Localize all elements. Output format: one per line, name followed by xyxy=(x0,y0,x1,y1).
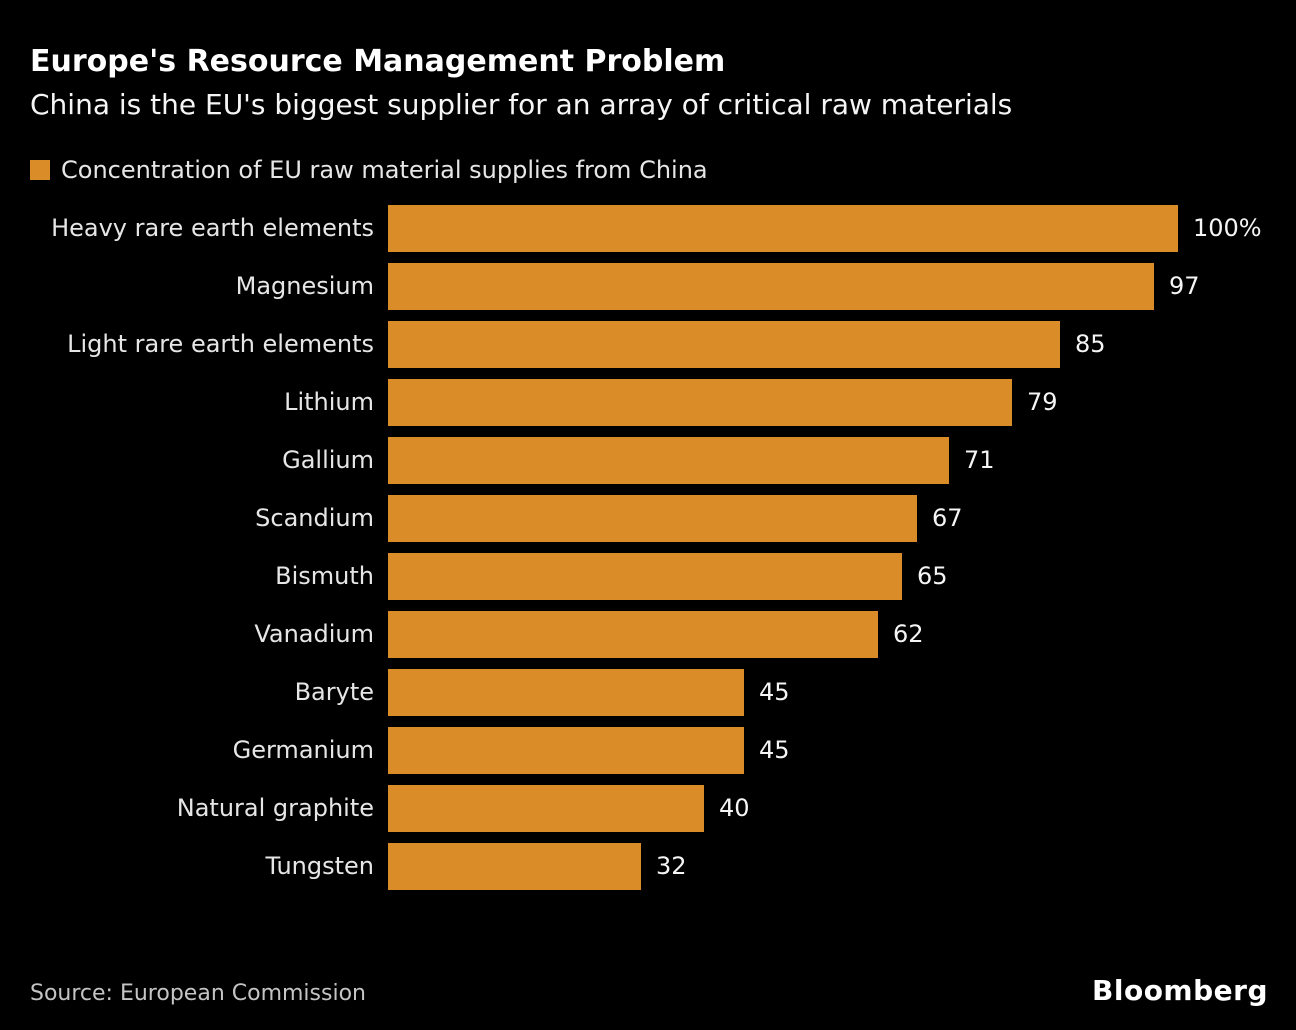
bar xyxy=(388,321,1060,368)
bar xyxy=(388,437,949,484)
legend-label: Concentration of EU raw material supplie… xyxy=(61,156,708,184)
bar xyxy=(388,553,902,600)
chart-footer: Source: European Commission Bloomberg xyxy=(30,974,1268,1007)
category-label: Tungsten xyxy=(265,852,374,880)
bar xyxy=(388,727,744,774)
value-label: 32 xyxy=(656,852,687,880)
bar-row: Heavy rare earth elements 100% xyxy=(30,205,1296,263)
value-label: 85 xyxy=(1075,330,1106,358)
category-label: Light rare earth elements xyxy=(67,330,374,358)
category-label: Scandium xyxy=(255,504,374,532)
category-label: Lithium xyxy=(284,388,374,416)
bar xyxy=(388,611,878,658)
source-text: Source: European Commission xyxy=(30,981,366,1006)
bar-row: Natural graphite 40 xyxy=(30,785,1296,843)
category-label: Gallium xyxy=(282,446,374,474)
legend-swatch-icon xyxy=(30,160,50,180)
value-label: 45 xyxy=(759,736,790,764)
category-label: Baryte xyxy=(294,678,374,706)
bar-row: Scandium 67 xyxy=(30,495,1296,553)
bar xyxy=(388,785,704,832)
value-label: 97 xyxy=(1169,272,1200,300)
bar xyxy=(388,495,917,542)
category-label: Heavy rare earth elements xyxy=(51,214,374,242)
bar xyxy=(388,379,1012,426)
bar xyxy=(388,669,744,716)
bar-row: Gallium 71 xyxy=(30,437,1296,495)
bar xyxy=(388,263,1154,310)
bar-row: Bismuth 65 xyxy=(30,553,1296,611)
value-label: 45 xyxy=(759,678,790,706)
value-label: 67 xyxy=(932,504,963,532)
legend: Concentration of EU raw material supplie… xyxy=(30,158,1266,182)
bar-row: Baryte 45 xyxy=(30,669,1296,727)
category-label: Bismuth xyxy=(275,562,374,590)
chart-header: Europe's Resource Management Problem Chi… xyxy=(0,0,1296,122)
bar-row: Light rare earth elements 85 xyxy=(30,321,1296,379)
value-label: 62 xyxy=(893,620,924,648)
category-label: Germanium xyxy=(232,736,374,764)
bar-chart: Heavy rare earth elements 100% Magnesium 97… xyxy=(0,205,1296,901)
value-label: 65 xyxy=(917,562,948,590)
bar-row: Vanadium 62 xyxy=(30,611,1296,669)
bar xyxy=(388,205,1178,252)
bar-row: Germanium 45 xyxy=(30,727,1296,785)
bar-row: Magnesium 97 xyxy=(30,263,1296,321)
value-label: 100% xyxy=(1193,214,1262,242)
value-label: 79 xyxy=(1027,388,1058,416)
page-subtitle: China is the EU's biggest supplier for a… xyxy=(30,88,1013,121)
value-label: 71 xyxy=(964,446,995,474)
bar xyxy=(388,843,641,890)
bloomberg-logo: Bloomberg xyxy=(1092,974,1268,1007)
category-label: Vanadium xyxy=(254,620,374,648)
bar-row: Tungsten 32 xyxy=(30,843,1296,901)
bar-row: Lithium 79 xyxy=(30,379,1296,437)
category-label: Magnesium xyxy=(235,272,374,300)
page-title: Europe's Resource Management Problem xyxy=(30,44,726,79)
category-label: Natural graphite xyxy=(176,794,374,822)
value-label: 40 xyxy=(719,794,750,822)
